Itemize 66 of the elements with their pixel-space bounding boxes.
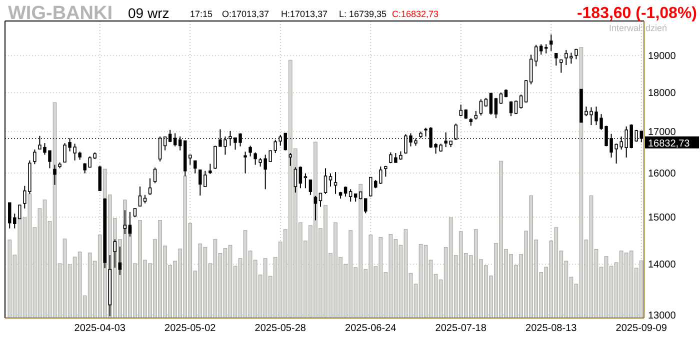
text: C:16832,73 <box>392 9 439 19</box>
candlestick <box>369 176 372 198</box>
y-tick-label: 13000 <box>648 310 676 322</box>
annotation: Interwał: dzień <box>608 23 667 33</box>
candlestick <box>153 167 157 184</box>
chart-title: WIG-BANKI <box>8 3 112 24</box>
candlestick <box>324 168 328 194</box>
y-tick-label: 15000 <box>648 212 676 224</box>
text: H:17013,37 <box>281 9 328 19</box>
candlestick <box>550 34 553 52</box>
candlestick <box>534 44 538 67</box>
candlestick <box>288 152 292 166</box>
y-tick-label: 18000 <box>648 88 676 100</box>
candlestick <box>188 154 192 166</box>
x-tick-label: 2025-09-09 <box>616 323 668 334</box>
candlestick <box>304 172 308 189</box>
candlestick <box>138 186 142 207</box>
candlestick <box>509 100 513 117</box>
candlestick <box>194 160 197 174</box>
candlestick <box>519 94 523 110</box>
candlestick <box>364 198 368 214</box>
x-tick-label: 2025-06-24 <box>345 323 397 334</box>
candlestick <box>348 188 352 202</box>
x-tick-label: 2025-04-03 <box>74 323 126 334</box>
text: L: 16739,35 <box>339 9 387 19</box>
candlestick <box>494 97 498 119</box>
candlestick <box>113 238 117 268</box>
candlestick <box>334 172 338 194</box>
text: O:17013,37 <box>222 9 270 19</box>
candlestick <box>499 92 503 104</box>
candlestick <box>208 163 212 175</box>
candlestick <box>529 54 533 85</box>
candlestick <box>554 52 558 66</box>
candlestick <box>328 172 332 188</box>
candlestick <box>123 210 127 234</box>
candlestick <box>98 165 102 192</box>
candlestick <box>318 192 322 208</box>
candlestick <box>314 195 318 221</box>
candlestick <box>148 178 152 196</box>
x-tick-label: 2025-05-28 <box>254 323 306 334</box>
x-tick-label: 2025-05-02 <box>164 323 216 334</box>
x-tick-label: 2025-08-13 <box>526 323 578 334</box>
candlestick <box>244 151 247 174</box>
candlestick <box>294 166 298 194</box>
candlestick <box>308 179 312 196</box>
y-tick-label: 19000 <box>648 51 676 62</box>
candlestick <box>560 59 563 74</box>
candlestick <box>344 186 348 198</box>
annotation: -183,60 (-1,08%) <box>576 5 697 22</box>
candlestick <box>514 100 518 115</box>
x-tick-label: 2025-07-18 <box>435 323 487 334</box>
candlestick <box>539 44 543 56</box>
text: 17:15 <box>190 9 213 19</box>
y-tick-label: 14000 <box>648 260 676 271</box>
candlestick <box>33 149 36 165</box>
chart-subtitle: 09 wrz <box>128 5 170 21</box>
candlestick <box>254 152 257 166</box>
ref-line-label: 16832,73 <box>648 138 690 150</box>
candlestick <box>298 166 302 189</box>
candlestick <box>544 44 548 54</box>
candlestick <box>53 164 56 186</box>
candlestick <box>479 98 483 116</box>
candlestick <box>248 145 252 157</box>
y-tick-label: 17000 <box>648 127 676 138</box>
candlestick <box>489 92 493 116</box>
y-tick-label: 16000 <box>648 168 676 180</box>
